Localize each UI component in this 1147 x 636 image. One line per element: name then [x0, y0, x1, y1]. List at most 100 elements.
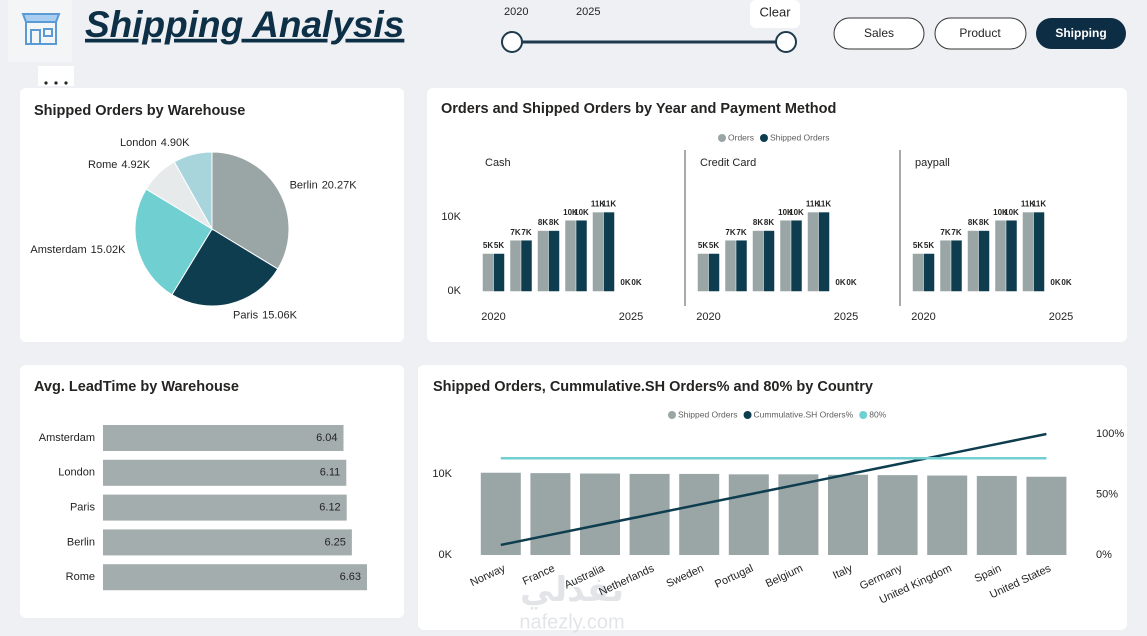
bar — [697, 253, 709, 292]
pie-label: Berlin 20.27K — [290, 179, 358, 191]
value-label: 10K — [1004, 208, 1019, 217]
pie-slice — [173, 151, 213, 231]
bar — [521, 240, 532, 292]
value-label: 8K — [764, 218, 774, 227]
watermark-arabic: نفذلي — [520, 571, 624, 610]
value-label: 7K — [510, 228, 520, 237]
value-label: 0K — [1050, 278, 1060, 287]
menu-dot — [64, 81, 68, 85]
pie-slice — [171, 228, 279, 307]
bar — [912, 253, 924, 292]
value-label: 8K — [979, 218, 989, 227]
bar — [603, 212, 615, 292]
y-tick-label: 0K — [439, 549, 453, 561]
nav-label: Product — [959, 26, 1001, 40]
value-label: 10K — [789, 208, 804, 217]
bar — [927, 475, 968, 555]
logo-window — [43, 28, 53, 37]
panel-title: Cash — [485, 157, 511, 169]
bar — [482, 253, 494, 292]
y-tick-label: 10K — [432, 468, 452, 480]
clear-button[interactable] — [750, 0, 800, 28]
value-label: 0K — [620, 278, 630, 287]
bar — [493, 253, 505, 292]
legend-dot — [718, 134, 726, 142]
nav-button-active[interactable] — [1036, 18, 1126, 49]
slider-start: 2020 — [504, 6, 528, 18]
bar — [736, 240, 747, 292]
value-label: 6.04 — [316, 432, 337, 444]
category-label: London — [58, 467, 95, 479]
bar — [940, 240, 951, 292]
bar — [708, 253, 720, 292]
pie-label-value: 4.90K — [161, 137, 190, 149]
card — [427, 88, 1127, 342]
value-label: 11K — [817, 200, 831, 209]
legend-dot — [668, 411, 676, 419]
nav-button[interactable] — [934, 17, 1027, 50]
x-tick-label: 2025 — [619, 311, 643, 323]
value-label: 7K — [940, 228, 950, 237]
value-label: 10K — [574, 208, 589, 217]
value-label: 6.11 — [320, 467, 341, 479]
value-label: 0K — [1061, 278, 1071, 287]
legend-dot — [759, 134, 768, 142]
nav-button[interactable] — [833, 17, 925, 50]
bar — [976, 475, 1017, 555]
page-title: Shipping Analysis — [85, 4, 404, 45]
bar — [877, 475, 918, 555]
clear-label: Clear — [759, 4, 791, 19]
bar — [728, 474, 769, 555]
bar — [103, 529, 352, 556]
value-label: 10K — [563, 208, 578, 217]
y-tick-label: 0K — [448, 285, 462, 297]
bar — [995, 220, 1006, 292]
bar — [103, 564, 367, 591]
slider-handle[interactable] — [501, 31, 523, 53]
bar — [791, 220, 802, 292]
y2-tick-label: 0% — [1096, 549, 1112, 561]
legend-label: Shipped Orders — [678, 409, 738, 419]
y-tick-label: 10K — [441, 211, 461, 223]
x-tick-label: 2025 — [834, 311, 858, 323]
card-title: Avg. LeadTime by Warehouse — [34, 379, 239, 395]
value-label: 8K — [549, 218, 559, 227]
category-label: Amsterdam — [39, 432, 95, 444]
value-label: 8K — [538, 218, 548, 227]
value-label: 5K — [494, 241, 504, 250]
bar — [510, 240, 521, 292]
x-tick-label: 2020 — [696, 311, 720, 323]
value-label: 11K — [806, 200, 820, 209]
bar — [537, 230, 549, 292]
bar — [103, 459, 347, 486]
category-label: Rome — [66, 571, 95, 583]
card-title: Orders and Shipped Orders by Year and Pa… — [441, 101, 836, 117]
value-label: 8K — [753, 218, 763, 227]
nav-label: Sales — [864, 26, 894, 40]
value-label: 0K — [631, 278, 641, 287]
pie-label-category: Rome — [88, 159, 117, 171]
menu-dot — [54, 81, 58, 85]
value-label: 0K — [835, 278, 845, 287]
nav-label: Shipping — [1055, 26, 1106, 40]
panel-title: Credit Card — [700, 157, 756, 169]
bar — [1026, 476, 1067, 555]
bar — [592, 212, 604, 292]
bar — [576, 220, 587, 292]
pie-slice — [134, 188, 213, 296]
value-label: 7K — [725, 228, 735, 237]
legend-label: Orders — [728, 132, 754, 142]
legend-label: Cummulative.SH Orders% — [754, 409, 854, 419]
value-label: 10K — [993, 208, 1008, 217]
legend-label: 80% — [869, 409, 886, 419]
bar — [725, 240, 736, 292]
pie-label-value: 15.06K — [262, 309, 298, 321]
bar — [530, 473, 571, 555]
value-label: 11K — [1021, 200, 1035, 209]
slider-handle[interactable] — [775, 31, 797, 53]
bar — [548, 230, 560, 292]
card — [418, 365, 1127, 630]
legend-label: Shipped Orders — [770, 132, 830, 142]
bar — [565, 220, 576, 292]
menu-box[interactable] — [38, 66, 74, 86]
